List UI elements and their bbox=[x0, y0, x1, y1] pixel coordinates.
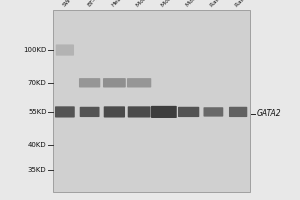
FancyBboxPatch shape bbox=[79, 78, 100, 87]
Text: Mouse lung: Mouse lung bbox=[136, 0, 163, 8]
FancyBboxPatch shape bbox=[178, 107, 199, 117]
FancyBboxPatch shape bbox=[103, 78, 126, 87]
FancyBboxPatch shape bbox=[203, 107, 223, 117]
Text: 55KD: 55KD bbox=[28, 109, 46, 115]
Text: SW480: SW480 bbox=[61, 0, 80, 8]
Text: GATA2: GATA2 bbox=[256, 109, 281, 118]
FancyBboxPatch shape bbox=[80, 107, 100, 117]
FancyBboxPatch shape bbox=[229, 107, 247, 117]
FancyBboxPatch shape bbox=[56, 44, 74, 56]
Text: 70KD: 70KD bbox=[28, 80, 46, 86]
FancyBboxPatch shape bbox=[151, 106, 177, 118]
Text: Rat lung: Rat lung bbox=[210, 0, 231, 8]
Bar bbox=[52, 10, 250, 192]
Text: BT-474: BT-474 bbox=[86, 0, 104, 8]
Text: 40KD: 40KD bbox=[28, 142, 46, 148]
FancyBboxPatch shape bbox=[128, 106, 151, 118]
Text: Mouse testis: Mouse testis bbox=[185, 0, 215, 8]
Text: 35KD: 35KD bbox=[28, 167, 46, 173]
Text: HeLa: HeLa bbox=[111, 0, 125, 8]
FancyBboxPatch shape bbox=[104, 106, 125, 118]
Text: Rat large intestine: Rat large intestine bbox=[235, 0, 277, 8]
FancyBboxPatch shape bbox=[127, 78, 151, 87]
Text: Mouse kidney: Mouse kidney bbox=[160, 0, 193, 8]
Text: 100KD: 100KD bbox=[23, 47, 46, 53]
FancyBboxPatch shape bbox=[55, 106, 75, 118]
